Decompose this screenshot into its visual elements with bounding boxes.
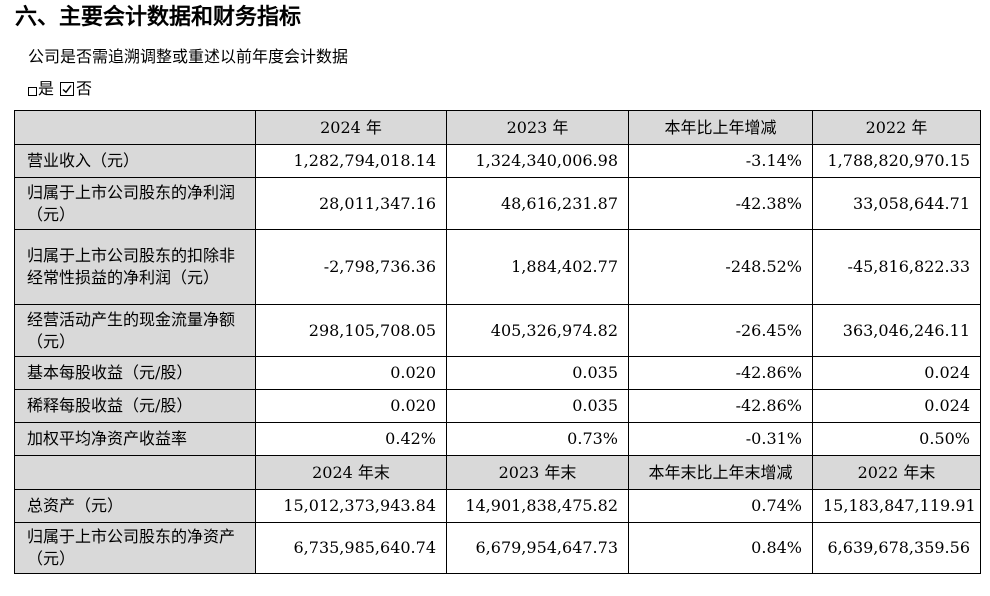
value-cell: 298,105,708.05 bbox=[255, 304, 447, 357]
value-cell: 28,011,347.16 bbox=[255, 177, 447, 230]
header-cell: 2023 年末 bbox=[446, 455, 629, 490]
value-cell: 48,616,231.87 bbox=[446, 177, 629, 230]
table-header-row: 2024 年 2023 年 本年比上年增减 2022 年 bbox=[14, 110, 981, 145]
header-cell: 2024 年末 bbox=[255, 455, 447, 490]
row-label: 归属于上市公司股东的净资产（元） bbox=[14, 522, 256, 574]
value-cell: 363,046,246.11 bbox=[812, 304, 981, 357]
value-cell: 6,639,678,359.56 bbox=[812, 522, 981, 574]
value-cell: 0.73% bbox=[446, 422, 629, 456]
value-cell: 0.024 bbox=[812, 389, 981, 423]
header-cell: 2024 年 bbox=[255, 110, 447, 145]
value-cell: 6,679,954,647.73 bbox=[446, 522, 629, 574]
value-cell: 1,788,820,970.15 bbox=[812, 144, 981, 178]
value-cell: 0.50% bbox=[812, 422, 981, 456]
checked-box-icon bbox=[60, 82, 75, 96]
change-cell: -42.38% bbox=[628, 177, 813, 230]
value-cell: 0.020 bbox=[255, 389, 447, 423]
table-row: 基本每股收益（元/股） 0.020 0.035 -42.86% 0.024 bbox=[14, 356, 981, 390]
value-cell: 33,058,644.71 bbox=[812, 177, 981, 230]
section-heading: 六、主要会计数据和财务指标 bbox=[15, 5, 302, 30]
option-yes-label: 是 bbox=[38, 79, 55, 98]
change-cell: -42.86% bbox=[628, 389, 813, 423]
header-cell bbox=[14, 455, 256, 490]
row-label: 基本每股收益（元/股） bbox=[14, 356, 256, 390]
header-cell: 本年比上年增减 bbox=[628, 110, 813, 145]
table-row: 归属于上市公司股东的扣除非经常性损益的净利润（元） -2,798,736.36 … bbox=[14, 229, 981, 305]
change-cell: -248.52% bbox=[628, 229, 813, 305]
value-cell: 0.035 bbox=[446, 356, 629, 390]
change-cell: -42.86% bbox=[628, 356, 813, 390]
table-row: 归属于上市公司股东的净利润（元） 28,011,347.16 48,616,23… bbox=[14, 177, 981, 230]
table-row: 经营活动产生的现金流量净额（元） 298,105,708.05 405,326,… bbox=[14, 304, 981, 357]
value-cell: -45,816,822.33 bbox=[812, 229, 981, 305]
value-cell: 0.020 bbox=[255, 356, 447, 390]
header-cell: 2023 年 bbox=[446, 110, 629, 145]
table-row: 稀释每股收益（元/股） 0.020 0.035 -42.86% 0.024 bbox=[14, 389, 981, 423]
row-label: 营业收入（元） bbox=[14, 144, 256, 178]
restatement-question: 公司是否需追溯调整或重述以前年度会计数据 bbox=[28, 47, 349, 66]
value-cell: 0.42% bbox=[255, 422, 447, 456]
row-label: 归属于上市公司股东的扣除非经常性损益的净利润（元） bbox=[14, 229, 256, 305]
restatement-options: 是 否 bbox=[28, 78, 92, 100]
value-cell: 0.035 bbox=[446, 389, 629, 423]
change-cell: -0.31% bbox=[628, 422, 813, 456]
value-cell: 1,282,794,018.14 bbox=[255, 144, 447, 178]
value-cell: 405,326,974.82 bbox=[446, 304, 629, 357]
change-cell: 0.84% bbox=[628, 522, 813, 574]
change-cell: 0.74% bbox=[628, 489, 813, 523]
value-cell: 6,735,985,640.74 bbox=[255, 522, 447, 574]
change-cell: -26.45% bbox=[628, 304, 813, 357]
table-row: 营业收入（元） 1,282,794,018.14 1,324,340,006.9… bbox=[14, 144, 981, 178]
row-label: 归属于上市公司股东的净利润（元） bbox=[14, 177, 256, 230]
value-cell: 15,012,373,943.84 bbox=[255, 489, 447, 523]
value-cell: 1,324,340,006.98 bbox=[446, 144, 629, 178]
table-row: 加权平均净资产收益率 0.42% 0.73% -0.31% 0.50% bbox=[14, 422, 981, 456]
row-label: 总资产（元） bbox=[14, 489, 256, 523]
value-cell: 0.024 bbox=[812, 356, 981, 390]
value-cell: -2,798,736.36 bbox=[255, 229, 447, 305]
financial-indicators-table: 2024 年 2023 年 本年比上年增减 2022 年 营业收入（元） 1,2… bbox=[14, 110, 981, 574]
row-label: 加权平均净资产收益率 bbox=[14, 422, 256, 456]
value-cell: 15,183,847,119.91 bbox=[812, 489, 981, 523]
header-cell bbox=[14, 110, 256, 145]
row-label: 经营活动产生的现金流量净额（元） bbox=[14, 304, 256, 357]
change-cell: -3.14% bbox=[628, 144, 813, 178]
table-row: 总资产（元） 15,012,373,943.84 14,901,838,475.… bbox=[14, 489, 981, 523]
value-cell: 14,901,838,475.82 bbox=[446, 489, 629, 523]
table-row: 归属于上市公司股东的净资产（元） 6,735,985,640.74 6,679,… bbox=[14, 522, 981, 574]
header-cell: 本年末比上年末增减 bbox=[628, 455, 813, 490]
option-no-label: 否 bbox=[76, 79, 93, 98]
value-cell: 1,884,402.77 bbox=[446, 229, 629, 305]
period-end-header-row: 2024 年末 2023 年末 本年末比上年末增减 2022 年末 bbox=[14, 455, 981, 490]
header-cell: 2022 年末 bbox=[812, 455, 981, 490]
header-cell: 2022 年 bbox=[812, 110, 981, 145]
row-label: 稀释每股收益（元/股） bbox=[14, 389, 256, 423]
unchecked-box-icon bbox=[28, 86, 37, 96]
